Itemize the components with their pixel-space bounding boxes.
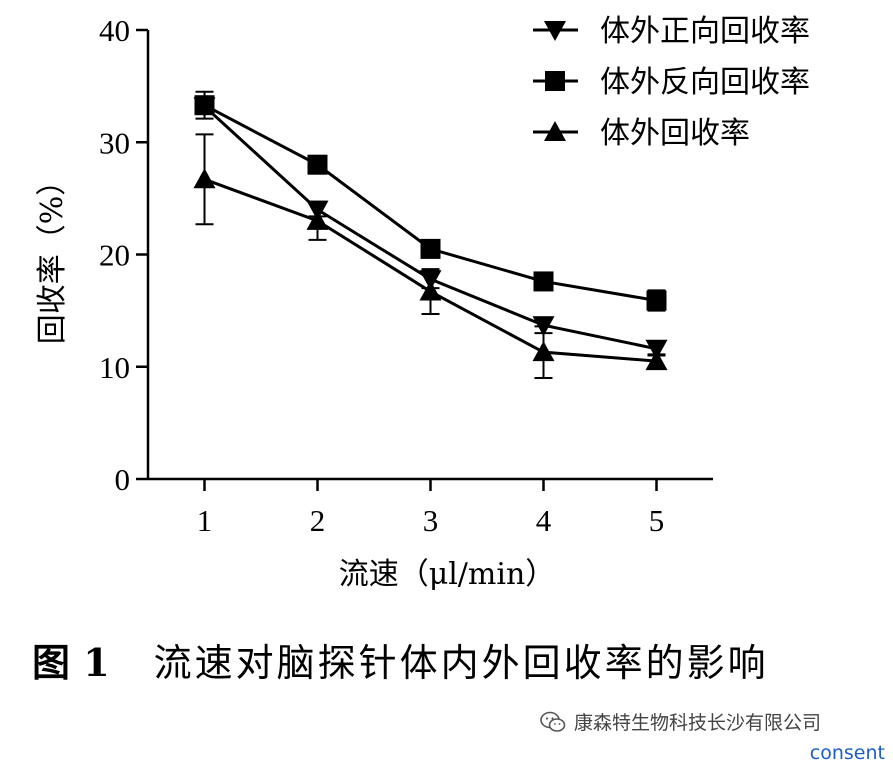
x-tick-label: 1 <box>197 503 213 538</box>
y-tick-label: 30 <box>99 125 130 160</box>
axes: 0 10 20 30 40 1 2 3 4 5 <box>99 13 713 538</box>
y-tick-label: 10 <box>99 350 130 385</box>
data-point <box>532 341 555 362</box>
x-tick-label: 2 <box>310 503 326 538</box>
figure-number: 图 1 <box>32 640 110 685</box>
x-tick-label: 4 <box>536 503 552 538</box>
data-point <box>420 238 441 259</box>
series-2 <box>194 90 667 312</box>
y-tick-label: 40 <box>99 13 130 48</box>
plot-area <box>193 90 668 379</box>
wechat-icon <box>540 711 566 732</box>
data-point <box>646 290 667 311</box>
data-point <box>419 280 442 301</box>
data-point <box>645 339 668 360</box>
data-point <box>193 168 216 189</box>
series-3 <box>193 133 668 379</box>
watermark-text: 康森特生物科技长沙有限公司 <box>574 712 822 734</box>
data-point <box>533 271 554 292</box>
legend-label: 体外反向回收率 <box>600 65 810 100</box>
y-tick-label: 0 <box>115 462 131 497</box>
figure-caption: 图 1 流速对脑探针体内外回收率的影响 <box>32 632 872 687</box>
legend-label: 体外回收率 <box>600 116 750 151</box>
data-point <box>194 95 215 116</box>
legend-marker <box>544 21 566 41</box>
legend-label: 体外正向回收率 <box>600 14 810 49</box>
x-axis-title: 流速（μl/min） <box>339 557 556 592</box>
data-point <box>645 350 668 371</box>
y-axis-title: 回收率（%） <box>35 166 70 345</box>
legend-marker <box>544 121 566 141</box>
x-tick-label: 5 <box>649 503 665 538</box>
legend-marker <box>545 71 565 91</box>
y-tick-label: 20 <box>99 238 130 273</box>
watermark: 康森特生物科技长沙有限公司 <box>540 708 821 735</box>
data-point <box>307 154 328 175</box>
consent-link[interactable]: consent <box>809 742 885 764</box>
figure-title: 流速对脑探针体内外回收率的影响 <box>153 641 769 685</box>
data-point <box>306 209 329 230</box>
x-tick-label: 3 <box>423 503 439 538</box>
